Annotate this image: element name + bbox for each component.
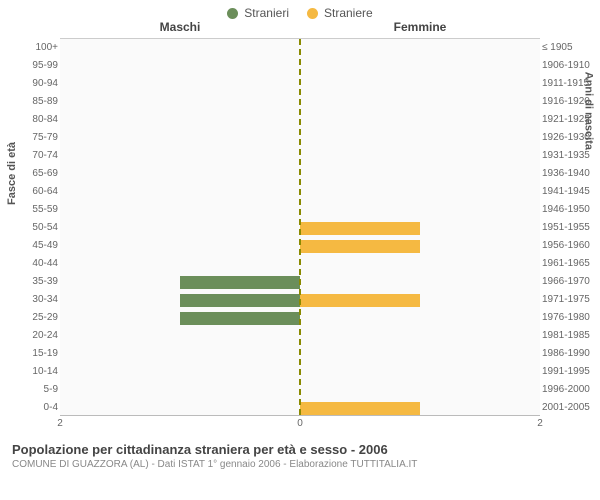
bar-male bbox=[180, 312, 300, 325]
y-tick-age: 100+ bbox=[35, 39, 58, 57]
y-tick-age: 75-79 bbox=[32, 129, 58, 147]
y-tick-age: 70-74 bbox=[32, 147, 58, 165]
legend: Stranieri Straniere bbox=[0, 0, 600, 20]
y-tick-age: 15-19 bbox=[32, 345, 58, 363]
y-tick-age: 85-89 bbox=[32, 93, 58, 111]
y-tick-birth: 1956-1960 bbox=[542, 237, 590, 255]
bar-female bbox=[300, 222, 420, 235]
column-headers: Maschi Femmine bbox=[60, 20, 540, 34]
bar-female bbox=[300, 240, 420, 253]
x-tick: 0 bbox=[297, 418, 303, 429]
chart-footer: Popolazione per cittadinanza straniera p… bbox=[12, 442, 588, 470]
x-axis-ticks: 2 0 2 bbox=[60, 418, 540, 432]
y-tick-birth: 1976-1980 bbox=[542, 309, 590, 327]
x-tick: 2 bbox=[537, 418, 543, 429]
y-tick-age: 80-84 bbox=[32, 111, 58, 129]
legend-item-male: Stranieri bbox=[227, 6, 289, 20]
y-tick-age: 20-24 bbox=[32, 327, 58, 345]
y-tick-birth: 1991-1995 bbox=[542, 363, 590, 381]
chart-title: Popolazione per cittadinanza straniera p… bbox=[12, 442, 588, 457]
bar-female bbox=[300, 294, 420, 307]
legend-label-female: Straniere bbox=[324, 6, 373, 20]
plot-area: 100+95-9990-9485-8980-8475-7970-7465-696… bbox=[60, 38, 540, 416]
bar-male bbox=[180, 276, 300, 289]
swatch-male bbox=[227, 8, 238, 19]
bar-female bbox=[300, 402, 420, 415]
center-divider bbox=[299, 39, 301, 415]
y-tick-birth: 1911-1915 bbox=[542, 75, 589, 93]
swatch-female bbox=[307, 8, 318, 19]
y-tick-birth: ≤ 1905 bbox=[542, 39, 573, 57]
y-axis-left-ticks: 100+95-9990-9485-8980-8475-7970-7465-696… bbox=[2, 39, 58, 415]
chart-subtitle: COMUNE DI GUAZZORA (AL) - Dati ISTAT 1° … bbox=[12, 459, 588, 470]
y-tick-age: 30-34 bbox=[32, 291, 58, 309]
y-tick-age: 60-64 bbox=[32, 183, 58, 201]
y-tick-birth: 1926-1930 bbox=[542, 129, 590, 147]
y-tick-age: 40-44 bbox=[32, 255, 58, 273]
y-tick-age: 0-4 bbox=[44, 399, 58, 417]
x-tick: 2 bbox=[57, 418, 63, 429]
y-tick-age: 95-99 bbox=[32, 57, 58, 75]
y-tick-age: 45-49 bbox=[32, 237, 58, 255]
y-axis-right-ticks: ≤ 19051906-19101911-19151916-19201921-19… bbox=[542, 39, 598, 415]
y-tick-birth: 1916-1920 bbox=[542, 93, 590, 111]
y-tick-age: 35-39 bbox=[32, 273, 58, 291]
y-tick-birth: 1921-1925 bbox=[542, 111, 590, 129]
y-tick-birth: 1996-2000 bbox=[542, 381, 590, 399]
y-tick-birth: 1906-1910 bbox=[542, 57, 590, 75]
y-tick-age: 10-14 bbox=[32, 363, 58, 381]
y-tick-birth: 1941-1945 bbox=[542, 183, 590, 201]
y-tick-birth: 1961-1965 bbox=[542, 255, 590, 273]
y-tick-age: 5-9 bbox=[44, 381, 58, 399]
y-tick-birth: 1971-1975 bbox=[542, 291, 590, 309]
y-tick-age: 90-94 bbox=[32, 75, 58, 93]
population-pyramid-chart: Stranieri Straniere Maschi Femmine Fasce… bbox=[0, 0, 600, 500]
header-female: Femmine bbox=[300, 20, 540, 34]
y-tick-age: 25-29 bbox=[32, 309, 58, 327]
y-tick-birth: 2001-2005 bbox=[542, 399, 590, 417]
y-tick-birth: 1936-1940 bbox=[542, 165, 590, 183]
bar-male bbox=[180, 294, 300, 307]
legend-label-male: Stranieri bbox=[244, 6, 289, 20]
y-tick-birth: 1981-1985 bbox=[542, 327, 590, 345]
y-tick-age: 65-69 bbox=[32, 165, 58, 183]
y-tick-birth: 1986-1990 bbox=[542, 345, 590, 363]
legend-item-female: Straniere bbox=[307, 6, 373, 20]
y-tick-age: 50-54 bbox=[32, 219, 58, 237]
y-tick-birth: 1946-1950 bbox=[542, 201, 590, 219]
y-tick-birth: 1966-1970 bbox=[542, 273, 590, 291]
header-male: Maschi bbox=[60, 20, 300, 34]
y-tick-birth: 1931-1935 bbox=[542, 147, 590, 165]
y-tick-birth: 1951-1955 bbox=[542, 219, 590, 237]
y-tick-age: 55-59 bbox=[32, 201, 58, 219]
